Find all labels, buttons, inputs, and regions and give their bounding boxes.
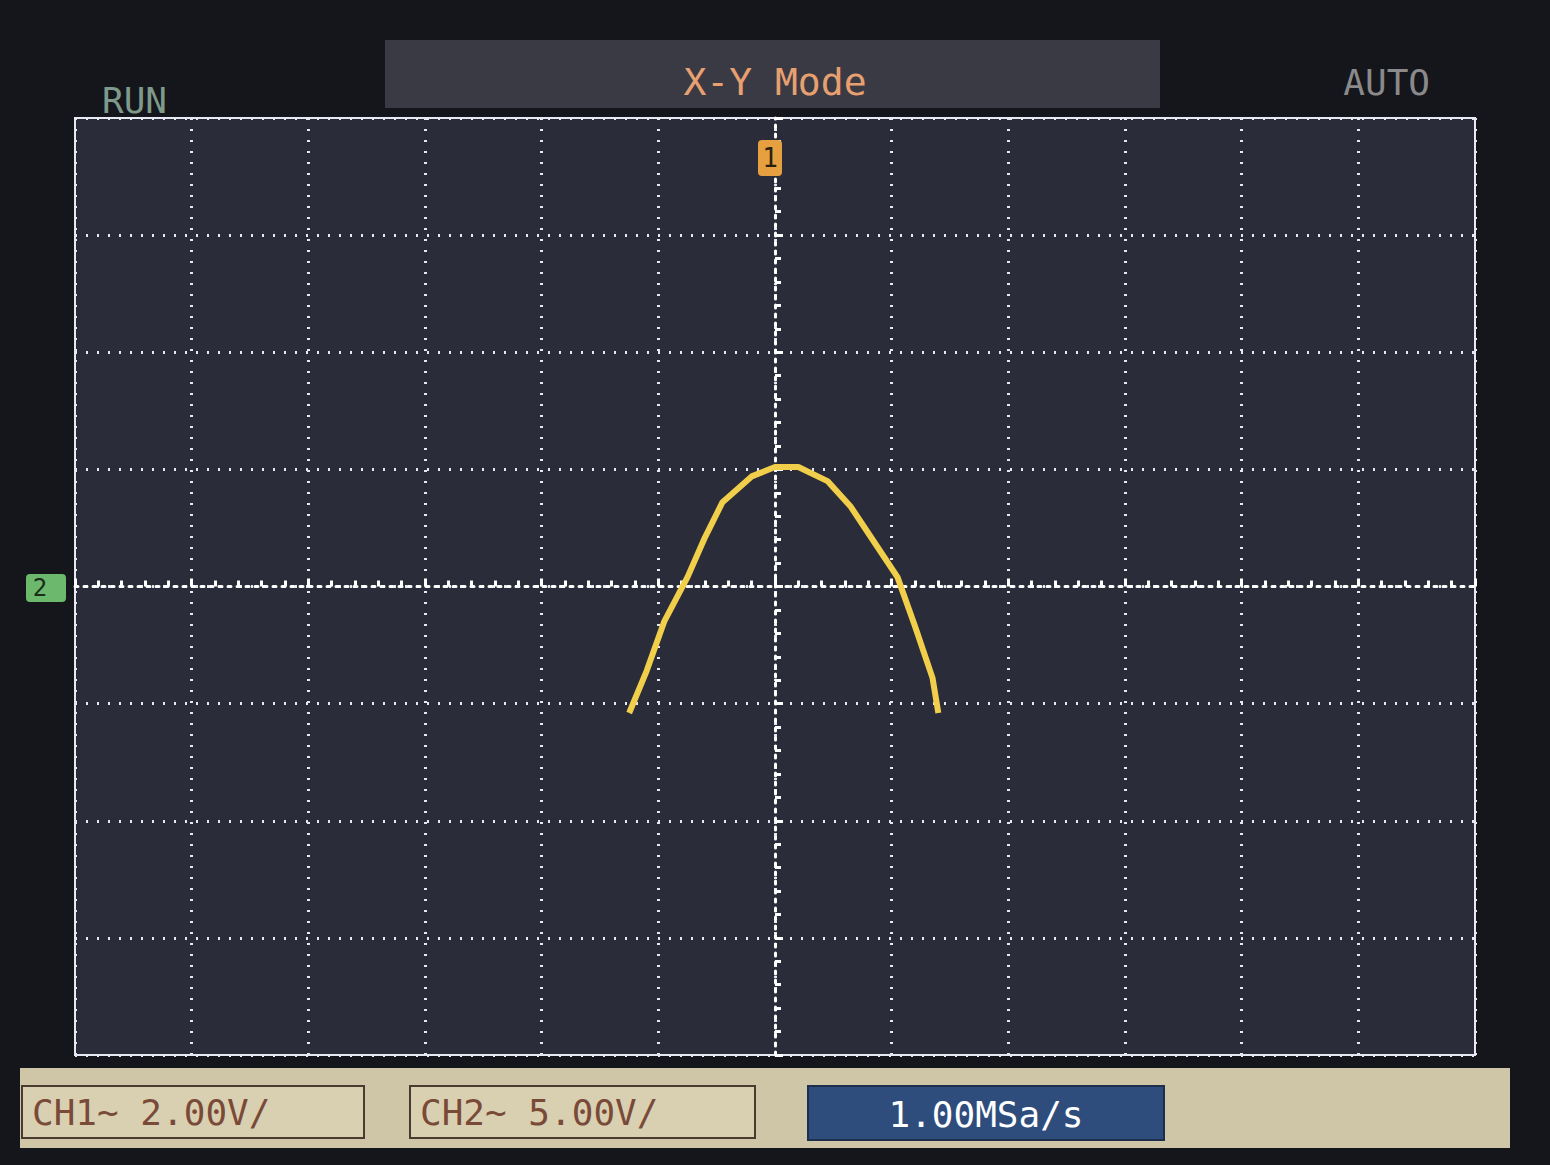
svg-text:1: 1 [762,143,778,173]
svg-text:CH2~ 5.00V/: CH2~ 5.00V/ [420,1092,658,1133]
svg-text:RUN: RUN [102,80,167,121]
svg-text:2: 2 [33,574,47,602]
svg-text:AUTO: AUTO [1343,62,1430,103]
svg-text:1.00MSa/s: 1.00MSa/s [888,1094,1083,1135]
svg-text:CH1~ 2.00V/: CH1~ 2.00V/ [32,1092,270,1133]
svg-text:X-Y Mode: X-Y Mode [683,60,866,104]
